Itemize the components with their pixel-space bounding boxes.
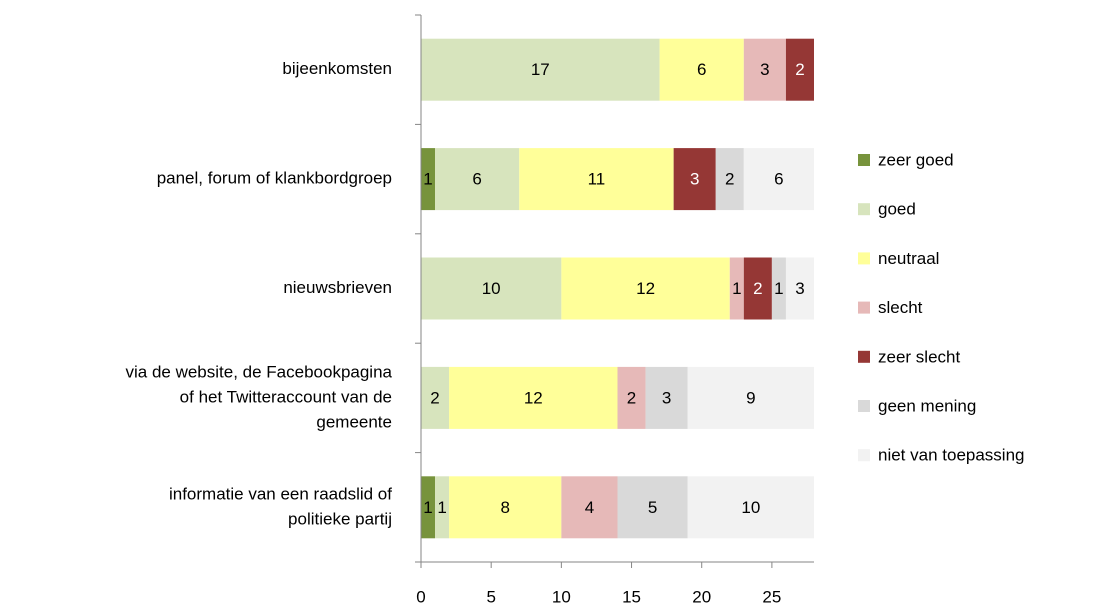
legend-label: niet van toepassing [878, 446, 1025, 465]
x-tick-label: 0 [416, 587, 425, 606]
category-label: politieke partij [288, 509, 392, 528]
legend-swatch [858, 449, 870, 462]
bar-segment [673, 148, 716, 211]
bar-segment [421, 366, 450, 429]
data-label: 1 [774, 279, 783, 298]
legend-swatch [858, 400, 870, 412]
category-label: gemeente [316, 412, 392, 431]
legend-label: geen mening [878, 396, 976, 415]
data-label: 4 [585, 498, 594, 517]
bar-segment [645, 366, 688, 429]
data-label: 2 [627, 388, 636, 407]
bar-segment [519, 148, 674, 211]
category-label: bijeenkomsten [282, 59, 392, 78]
bar-segment [785, 38, 814, 101]
bar-segment [617, 476, 688, 539]
data-label: 2 [430, 388, 439, 407]
data-label: 6 [472, 170, 481, 189]
bar-segment [729, 257, 744, 320]
data-label: 6 [774, 170, 783, 189]
x-tick-label: 15 [622, 587, 641, 606]
bar-segment [785, 257, 814, 320]
bar-segment [687, 476, 814, 539]
legend-swatch [858, 203, 870, 216]
data-label: 12 [524, 388, 543, 407]
x-tick-label: 10 [552, 587, 571, 606]
data-label: 9 [746, 388, 755, 407]
legend-label: zeer goed [878, 150, 954, 169]
x-tick-label: 20 [692, 587, 711, 606]
data-label: 1 [732, 279, 741, 298]
data-label: 3 [760, 60, 769, 79]
bar-segment [449, 366, 618, 429]
x-tick-label: 25 [762, 587, 781, 606]
data-label: 5 [648, 498, 657, 517]
data-label: 2 [725, 170, 734, 189]
category-label: of het Twitteraccount van de [180, 387, 392, 406]
data-label: 11 [588, 170, 606, 189]
data-label: 6 [697, 60, 706, 79]
bar-segment [561, 257, 730, 320]
category-label: panel, forum of klankbordgroep [157, 169, 392, 188]
legend-swatch [858, 252, 870, 265]
data-label: 8 [500, 498, 509, 517]
data-label: 10 [482, 279, 501, 298]
legend-label: slecht [878, 298, 923, 317]
bar-segment [743, 38, 786, 101]
bar-segment [743, 257, 772, 320]
data-label: 1 [437, 498, 446, 517]
bar-segment [449, 476, 562, 539]
bar-segment [743, 148, 814, 211]
data-label: 3 [662, 388, 671, 407]
legend-label: zeer slecht [878, 347, 960, 366]
bar-segment [687, 366, 814, 429]
data-label: 1 [423, 498, 432, 517]
legend-swatch [858, 154, 870, 166]
legend-swatch [858, 350, 870, 363]
bar-segment [715, 148, 744, 211]
category-label: via de website, de Facebookpagina [125, 362, 392, 381]
data-label: 1 [423, 170, 432, 189]
bar-segment [435, 476, 450, 539]
bar-segment [421, 476, 436, 539]
bar-segment [659, 38, 744, 101]
bar-segment [617, 366, 646, 429]
data-label: 3 [690, 170, 699, 189]
x-tick-label: 5 [486, 587, 495, 606]
legend-swatch [858, 301, 870, 314]
bar-segment [421, 148, 436, 211]
bar-segment [561, 476, 618, 539]
bar-segment [421, 257, 562, 320]
data-label: 2 [795, 60, 804, 79]
legend-label: goed [878, 200, 916, 219]
data-label: 17 [531, 60, 550, 79]
data-label: 12 [636, 279, 655, 298]
data-label: 2 [753, 279, 762, 298]
bar-segment [771, 257, 786, 320]
data-label: 10 [741, 498, 760, 517]
legend-label: neutraal [878, 249, 939, 268]
bars [421, 38, 814, 539]
category-label: nieuwsbrieven [283, 278, 392, 297]
category-label: informatie van een raadslid of [169, 484, 392, 503]
data-label: 3 [795, 279, 804, 298]
bar-segment [421, 38, 660, 101]
bar-segment [435, 148, 520, 211]
